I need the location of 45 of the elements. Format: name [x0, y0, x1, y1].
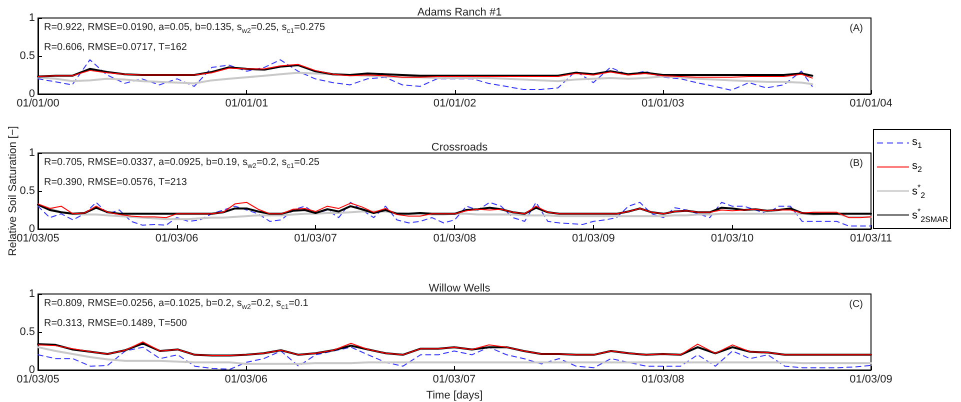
y-tick-label: 1 — [28, 12, 35, 24]
x-tick-label: 01/03/09 — [850, 374, 892, 386]
line-series — [37, 72, 814, 86]
x-tick-label: 01/03/08 — [433, 232, 476, 244]
annotation: R=0.606, RMSE=0.0717, T=162 — [44, 42, 187, 54]
x-tick-label: 01/03/11 — [850, 232, 892, 244]
annotation: R=0.922, RMSE=0.0190, a=0.05, b=0.135, s$_{w2}$=0.25, s$_{c1}$=0.275 — [44, 22, 326, 37]
x-tick-label: 01/01/01 — [225, 98, 268, 110]
line-series — [37, 346, 872, 365]
y-tick-label: 0.5 — [20, 326, 35, 338]
line-series — [38, 59, 813, 91]
legend-label: s$_{2}$ — [912, 160, 922, 174]
x-tick-label: 01/03/06 — [155, 232, 198, 244]
chart-title: Crossroads — [431, 142, 488, 154]
y-tick-label: 0 — [28, 88, 35, 100]
x-tick-label: 01/03/05 — [16, 232, 60, 244]
x-tick-label: 01/01/03 — [641, 98, 684, 110]
x-tick-label: 01/03/10 — [710, 232, 754, 244]
x-tick-label: 01/03/09 — [572, 232, 615, 244]
annotation: R=0.390, RMSE=0.0576, T=213 — [44, 177, 187, 189]
annotation: (B) — [850, 158, 863, 170]
annotation: (A) — [850, 23, 863, 35]
x-tick-label: 01/03/08 — [641, 374, 684, 386]
chart-title: Willow Wells — [428, 282, 491, 294]
x-tick-label: 01/01/00 — [16, 98, 60, 110]
x-tick-label: 01/03/07 — [432, 374, 476, 386]
line-series — [38, 202, 872, 226]
x-tick-label: 01/03/06 — [224, 374, 268, 386]
y-tick-label: 1 — [28, 147, 35, 159]
x-axis-title: Time [days] — [426, 390, 483, 402]
y-tick-label: 0 — [28, 223, 35, 235]
annotation: R=0.313, RMSE=0.1489, T=500 — [44, 318, 187, 330]
y-tick-label: 1 — [28, 288, 35, 300]
x-tick-label: 01/03/07 — [294, 232, 337, 244]
x-tick-label: 01/01/02 — [433, 98, 476, 110]
y-tick-label: 0 — [28, 364, 35, 376]
chart-title: Adams Ranch #1 — [417, 6, 502, 18]
legend-label: s$_{1}$ — [912, 136, 922, 150]
annotation: (C) — [849, 299, 863, 311]
y-tick-label: 0.5 — [20, 50, 35, 62]
annotation: R=0.705, RMSE=0.0337, a=0.0925, b=0.19, s$_{w2}$=0.2, s$_{c1}$=0.25 — [44, 157, 320, 172]
y-tick-label: 0.5 — [20, 185, 35, 197]
x-tick-label: 01/03/05 — [16, 374, 60, 386]
x-tick-label: 01/01/04 — [850, 98, 892, 110]
annotation: R=0.809, RMSE=0.0256, a=0.1025, b=0.2, s$_{w2}$=0.2, s$_{c1}$=0.1 — [44, 298, 308, 313]
